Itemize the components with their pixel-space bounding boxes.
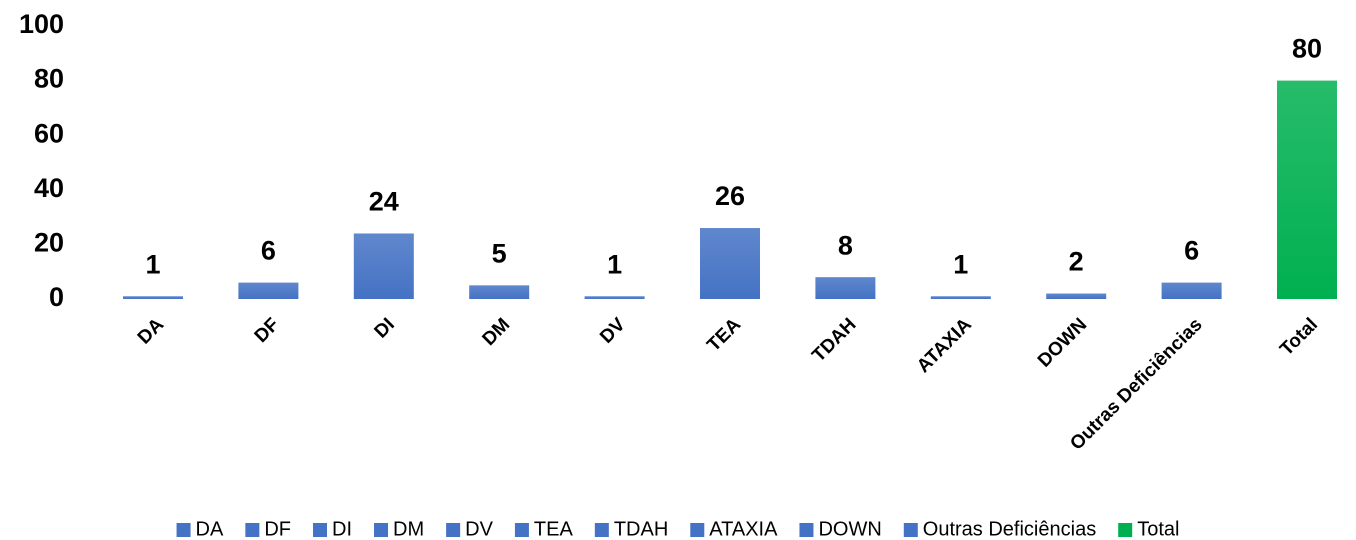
x-tick-label: DOWN [1034, 314, 1091, 371]
legend-swatch [903, 523, 918, 537]
x-tick-label: TDAH [808, 314, 860, 366]
bar [930, 296, 991, 299]
bar [700, 228, 760, 299]
data-label: 1 [953, 249, 968, 279]
x-tick-label: DM [479, 314, 515, 350]
bar [353, 233, 414, 299]
legend-swatch [176, 523, 191, 537]
legend-label: Total [1137, 518, 1179, 540]
bar [584, 296, 645, 299]
bar [1161, 282, 1222, 299]
legend-label: Outras Deficiências [923, 518, 1096, 540]
legend-swatch [594, 523, 609, 537]
legend-swatch [690, 523, 705, 537]
x-tick-label: Outras Deficiências [1066, 314, 1206, 454]
data-label: 8 [838, 230, 853, 260]
legend-label: DOWN [818, 518, 881, 540]
bar [469, 285, 530, 299]
x-tick-label: DI [371, 314, 399, 342]
data-label: 5 [492, 238, 507, 268]
data-label: 6 [261, 236, 276, 266]
legend-label: DF [264, 518, 291, 540]
bar [815, 277, 876, 299]
legend-label: DV [465, 518, 493, 540]
legend-label: DA [196, 518, 224, 540]
data-label: 24 [369, 187, 399, 217]
legend-label: TDAH [614, 518, 668, 540]
bar [1277, 80, 1337, 299]
data-label: 6 [1184, 236, 1199, 266]
legend-swatch [514, 523, 529, 537]
legend: DA DF DI DM DV TEA TDAH ATAXIA DOWN Outras Defici… [176, 518, 1179, 540]
legend-swatch [245, 523, 260, 537]
y-tick-label: 80 [34, 64, 64, 94]
x-tick-label: DV [596, 314, 630, 348]
y-tick-label: 100 [19, 9, 64, 39]
y-tick-label: 60 [34, 118, 64, 148]
x-tick-label: DF [251, 314, 284, 347]
x-tick-label: DA [134, 314, 168, 348]
bar [1046, 293, 1107, 299]
y-tick-label: 40 [34, 173, 64, 203]
bar [123, 296, 183, 299]
data-label: 1 [145, 249, 160, 279]
legend-swatch [374, 523, 389, 537]
legend-swatch [1118, 523, 1133, 537]
legend-label: DI [332, 518, 352, 540]
x-tick-label: Total [1276, 314, 1322, 360]
y-tick-label: 0 [49, 282, 64, 312]
legend-label: ATAXIA [709, 518, 778, 540]
bar [238, 282, 299, 299]
data-label: 80 [1292, 34, 1322, 64]
x-tick-label: ATAXIA [913, 314, 976, 377]
legend-label: DM [393, 518, 424, 540]
legend-swatch [313, 523, 328, 537]
legend-swatch [799, 523, 814, 537]
data-label: 2 [1069, 247, 1084, 277]
legend-swatch [446, 523, 461, 537]
data-label: 26 [715, 181, 745, 211]
y-tick-label: 20 [34, 228, 64, 258]
data-label: 1 [607, 249, 622, 279]
legend-label: TEA [534, 518, 574, 540]
x-tick-label: TEA [703, 314, 745, 356]
